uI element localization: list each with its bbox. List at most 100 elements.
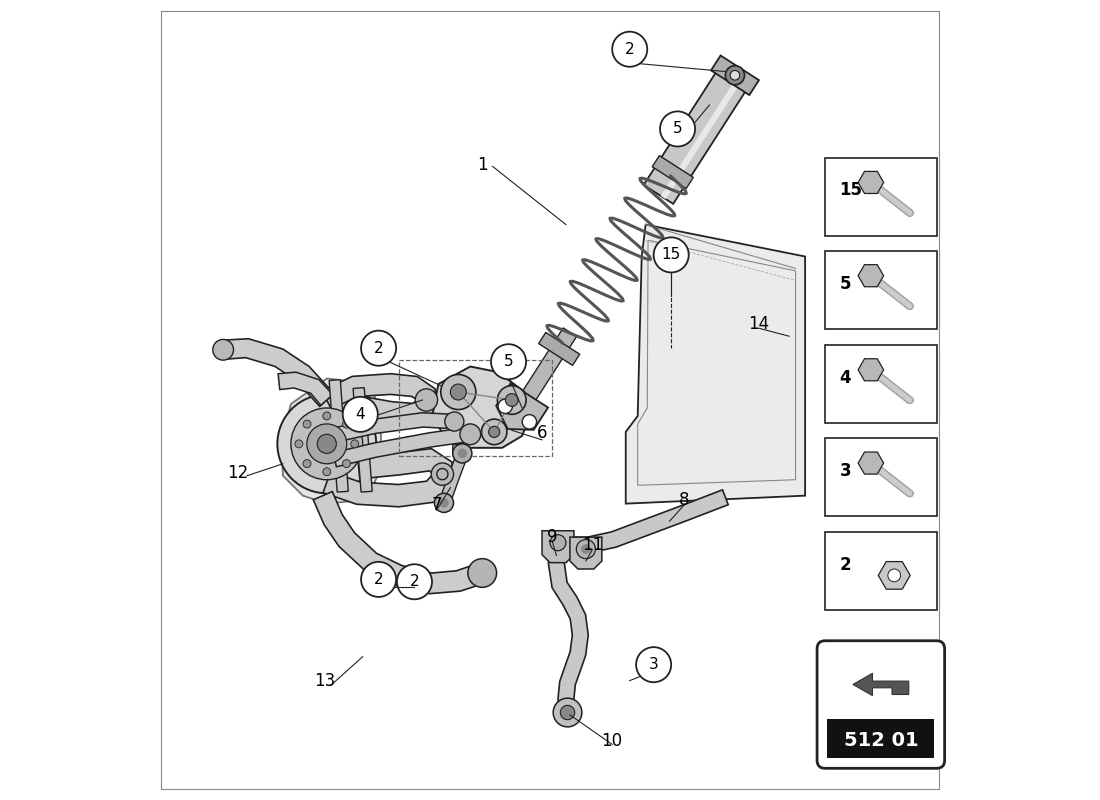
Circle shape (434, 494, 453, 513)
Circle shape (581, 544, 591, 554)
Polygon shape (329, 413, 454, 443)
Circle shape (304, 420, 311, 428)
Circle shape (576, 539, 595, 558)
Text: 7: 7 (431, 496, 442, 514)
Polygon shape (432, 366, 530, 448)
Circle shape (491, 344, 526, 379)
Polygon shape (858, 171, 883, 194)
Polygon shape (314, 491, 485, 594)
Circle shape (613, 32, 647, 66)
Text: 2: 2 (839, 556, 851, 574)
FancyBboxPatch shape (825, 345, 937, 423)
Text: 2: 2 (374, 572, 384, 587)
Circle shape (505, 394, 518, 406)
Polygon shape (280, 378, 381, 504)
FancyBboxPatch shape (825, 438, 937, 516)
Circle shape (342, 459, 351, 467)
Polygon shape (570, 537, 602, 569)
Text: 14: 14 (748, 315, 769, 334)
Circle shape (553, 698, 582, 727)
Text: 5: 5 (504, 354, 514, 370)
Circle shape (444, 412, 464, 431)
Circle shape (560, 706, 574, 720)
Circle shape (888, 569, 901, 582)
Polygon shape (539, 333, 580, 366)
Polygon shape (453, 445, 469, 456)
Circle shape (441, 374, 476, 410)
Polygon shape (858, 452, 883, 474)
Text: 4: 4 (839, 369, 851, 386)
Polygon shape (329, 380, 349, 492)
Polygon shape (510, 328, 576, 418)
Text: 15: 15 (839, 182, 862, 199)
Circle shape (277, 394, 376, 494)
Circle shape (343, 397, 377, 432)
Polygon shape (353, 388, 372, 492)
Text: 10: 10 (602, 732, 623, 750)
Polygon shape (661, 81, 740, 199)
Polygon shape (858, 358, 883, 381)
Text: 2: 2 (625, 42, 635, 57)
Polygon shape (557, 490, 728, 553)
Polygon shape (878, 562, 910, 589)
Circle shape (522, 414, 537, 429)
Text: 15: 15 (661, 247, 681, 262)
Text: 512 01: 512 01 (844, 730, 918, 750)
Circle shape (550, 534, 565, 550)
Polygon shape (440, 452, 467, 504)
Polygon shape (652, 155, 693, 189)
Circle shape (416, 389, 438, 411)
Polygon shape (323, 449, 452, 507)
Polygon shape (626, 225, 805, 504)
Circle shape (458, 449, 468, 458)
Circle shape (660, 111, 695, 146)
Circle shape (498, 399, 513, 414)
Circle shape (342, 420, 351, 428)
Circle shape (636, 647, 671, 682)
Circle shape (450, 384, 466, 400)
Circle shape (361, 562, 396, 597)
Text: 3: 3 (649, 657, 659, 672)
Circle shape (439, 498, 449, 508)
Text: 3: 3 (839, 462, 851, 480)
Circle shape (725, 66, 745, 85)
Text: 8: 8 (679, 490, 690, 509)
Text: 1: 1 (477, 156, 487, 174)
Circle shape (497, 386, 526, 414)
Circle shape (488, 426, 499, 438)
Text: 13: 13 (315, 672, 336, 690)
Text: 12: 12 (227, 464, 249, 482)
Circle shape (295, 440, 302, 448)
Circle shape (453, 444, 472, 463)
Polygon shape (333, 427, 471, 466)
Circle shape (437, 469, 448, 480)
Circle shape (431, 463, 453, 486)
Circle shape (468, 558, 496, 587)
Circle shape (351, 440, 359, 448)
Text: 2: 2 (409, 574, 419, 590)
Text: 4: 4 (355, 407, 365, 422)
Polygon shape (322, 374, 436, 424)
Circle shape (460, 424, 481, 445)
Circle shape (361, 330, 396, 366)
Polygon shape (858, 265, 883, 286)
FancyBboxPatch shape (825, 158, 937, 236)
Circle shape (482, 419, 507, 445)
Circle shape (322, 412, 331, 420)
Polygon shape (852, 674, 909, 696)
FancyBboxPatch shape (825, 251, 937, 329)
FancyBboxPatch shape (817, 641, 945, 768)
FancyBboxPatch shape (825, 532, 937, 610)
Text: 5: 5 (673, 122, 682, 137)
Polygon shape (711, 55, 759, 95)
Circle shape (730, 70, 739, 80)
Text: 5: 5 (839, 274, 851, 293)
Text: 9: 9 (547, 528, 558, 546)
Text: 6: 6 (537, 425, 548, 442)
Text: 11: 11 (582, 536, 603, 554)
Polygon shape (278, 372, 333, 406)
Circle shape (653, 238, 689, 273)
Polygon shape (542, 530, 574, 562)
Polygon shape (222, 338, 334, 406)
Circle shape (322, 468, 331, 476)
